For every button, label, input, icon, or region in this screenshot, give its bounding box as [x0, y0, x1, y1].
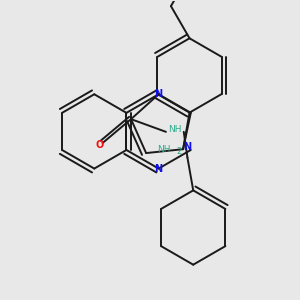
Text: NH: NH [157, 145, 171, 154]
Text: N: N [184, 142, 192, 152]
Text: NH: NH [169, 125, 182, 134]
Text: N: N [154, 164, 163, 174]
Text: O: O [95, 140, 104, 150]
Text: 2: 2 [176, 147, 182, 156]
Text: N: N [154, 89, 163, 99]
